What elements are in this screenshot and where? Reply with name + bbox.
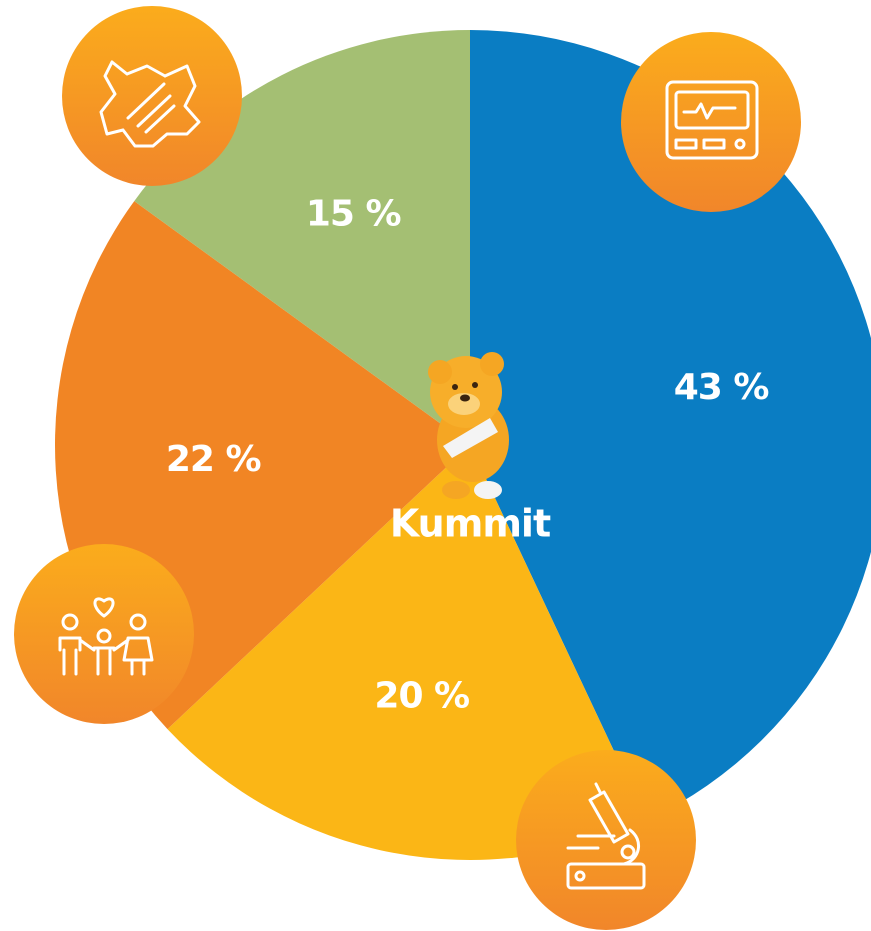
icon-family	[14, 544, 194, 724]
icon-microscope	[516, 750, 696, 930]
icon-teamwork	[62, 6, 242, 186]
value-label: 43 %	[674, 367, 769, 408]
value-label: 22 %	[166, 439, 261, 480]
value-label: 20 %	[374, 676, 469, 717]
logo-text: Kummit	[390, 502, 551, 546]
chart: 43 % 20 % 22 % 15 % Kummit	[0, 0, 871, 931]
value-label: 15 %	[306, 194, 401, 235]
icon-monitor	[621, 32, 801, 212]
